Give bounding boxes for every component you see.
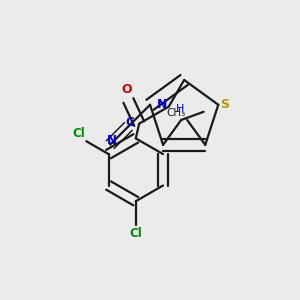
Text: Cl: Cl [72,127,85,140]
Text: N: N [107,134,117,147]
Text: CH₃: CH₃ [166,108,185,118]
Text: H: H [176,104,185,114]
Text: C: C [126,116,134,129]
Text: S: S [220,98,229,111]
Text: Cl: Cl [129,227,142,240]
Text: N: N [157,98,167,111]
Text: O: O [122,83,132,96]
